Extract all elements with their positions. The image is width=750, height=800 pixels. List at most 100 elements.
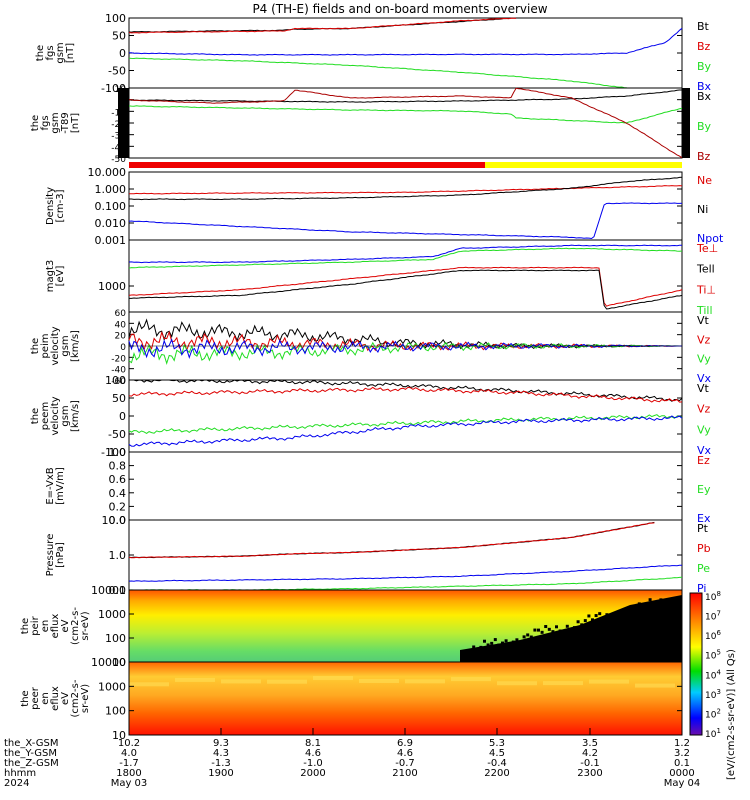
y-tick-label: 100	[105, 12, 126, 25]
legend-entry: Vx	[697, 444, 712, 457]
spectrogram-band	[635, 683, 675, 688]
panel-frame-p4	[128, 239, 683, 313]
y-axis-label: the	[30, 408, 41, 424]
spectrogram-speckle	[475, 647, 479, 651]
y-tick-label: 60	[115, 309, 127, 319]
spectrogram-speckle	[652, 602, 656, 606]
series-Bz	[129, 87, 683, 159]
y-tick-label: 0.2	[109, 500, 127, 513]
y-axis-label: [nT]	[70, 113, 81, 133]
panel-p7: 1.00.80.60.40.20.0 E=-VxB [mV/m] Ez Ey Ex	[45, 446, 711, 527]
time-axis-value: May 04	[664, 778, 701, 789]
y-axis-label: Density	[45, 187, 56, 225]
time-axis-row-label: hhmm	[4, 768, 36, 779]
y-axis-label: magt3	[45, 260, 56, 293]
time-axis-value: 5.3	[489, 738, 505, 749]
time-axis-value: -1.7	[119, 758, 139, 769]
data-gap-bar	[118, 88, 129, 158]
time-axis-row-label: the_Y-GSM	[4, 748, 57, 759]
spectrogram-speckle	[483, 639, 486, 643]
y-tick-label: 40	[115, 320, 127, 330]
y-tick-label: 10000	[91, 584, 126, 597]
colorbar-tick-exponent: 4	[716, 668, 721, 676]
spectrogram-speckle	[573, 626, 576, 630]
spectrogram-speckle	[637, 602, 641, 606]
y-axis-label: sr-eV)	[80, 611, 91, 640]
y-axis-label: the	[35, 45, 46, 61]
legend-entry: Ex	[697, 512, 711, 525]
series-Ne	[128, 185, 683, 195]
time-axis-value: 4.3	[213, 748, 229, 759]
spectrogram-speckle	[537, 628, 540, 632]
series-Bx	[129, 27, 683, 56]
series-Vt	[129, 379, 683, 402]
colorbar-tick-label: 101	[705, 727, 721, 740]
time-axis-row-label: 2024	[4, 778, 29, 789]
y-tick-label: -100	[101, 446, 126, 459]
spectrogram-speckle	[580, 623, 584, 627]
series-Ti⊥	[128, 266, 683, 307]
y-axis-label: the	[30, 115, 41, 131]
spectrogram-speckle	[605, 613, 609, 617]
y-tick-label: 1.0	[109, 549, 127, 562]
y-tick-label: 100	[105, 705, 126, 718]
legend-entry: Vz	[697, 333, 711, 346]
series-By	[128, 105, 683, 124]
spectrogram-speckle	[601, 617, 605, 621]
spectrogram-speckle	[576, 620, 580, 624]
spectrogram-band	[497, 681, 537, 686]
spectrogram-band	[589, 679, 629, 684]
legend-entry: Vt	[697, 314, 710, 327]
mode-bar-slow-survey	[485, 162, 682, 168]
legend-entry: Vx	[697, 372, 712, 385]
legend-entry: Bt	[697, 20, 710, 33]
spectrogram-speckle	[508, 644, 512, 648]
spectrogram-speckle	[497, 643, 501, 647]
colorbar-tick-exponent: 3	[716, 688, 720, 696]
time-axis-value: 1800	[116, 768, 141, 779]
data-gap-bar	[682, 88, 690, 158]
panel-frame-p8	[128, 519, 683, 591]
time-axis-value: 2300	[577, 768, 602, 779]
series-Pi	[128, 564, 682, 582]
y-tick-label: 0	[119, 410, 126, 423]
colorbar-tick-exponent: 5	[716, 649, 720, 657]
y-tick-label: 1.000	[95, 183, 127, 196]
y-tick-label: 100	[105, 632, 126, 645]
y-tick-label: -20	[111, 354, 126, 364]
spectrogram-speckle	[630, 609, 634, 613]
series-Vz	[128, 386, 683, 403]
spectrogram-speckle	[493, 638, 497, 642]
spectrogram-band	[543, 681, 583, 686]
spectrogram-speckle	[511, 640, 515, 644]
spectrogram-speckle	[544, 625, 548, 629]
spectrogram-band	[313, 676, 353, 681]
y-tick-label: 10000	[91, 656, 126, 669]
spectrogram-speckle	[504, 639, 508, 643]
spectrogram-speckle	[612, 618, 616, 622]
y-axis-label: (cm2-s-	[70, 679, 81, 717]
spectrogram-speckle	[641, 604, 645, 608]
spectrogram-speckle	[609, 613, 612, 617]
spectrogram-speckle	[486, 643, 490, 647]
panel-frame-p1	[128, 17, 683, 89]
y-axis-label: fgs	[45, 45, 56, 60]
spectrogram-speckle	[634, 609, 638, 613]
spectrogram-speckle	[465, 652, 468, 656]
legend-entry: Ne	[697, 174, 712, 187]
series-Pe	[128, 576, 683, 591]
y-tick-label: 50	[112, 392, 126, 405]
time-axis-value: 4.5	[489, 748, 505, 759]
time-axis-value: 2200	[484, 768, 509, 779]
time-axis-value: 2100	[392, 768, 417, 779]
legend-entry: Pb	[697, 542, 711, 555]
legend-entry: Ez	[697, 454, 710, 467]
spectrogram-speckle	[591, 618, 594, 622]
y-axis-label: velocity	[50, 396, 61, 435]
series-Vy	[128, 414, 683, 434]
panel-p4: 1000 magt3 [eV] Te⊥ Tell Ti⊥ Till	[45, 239, 718, 317]
time-axis-value: 3.5	[582, 738, 598, 749]
time-axis-value: 0000	[669, 768, 694, 779]
spectrogram-speckle	[663, 603, 666, 607]
